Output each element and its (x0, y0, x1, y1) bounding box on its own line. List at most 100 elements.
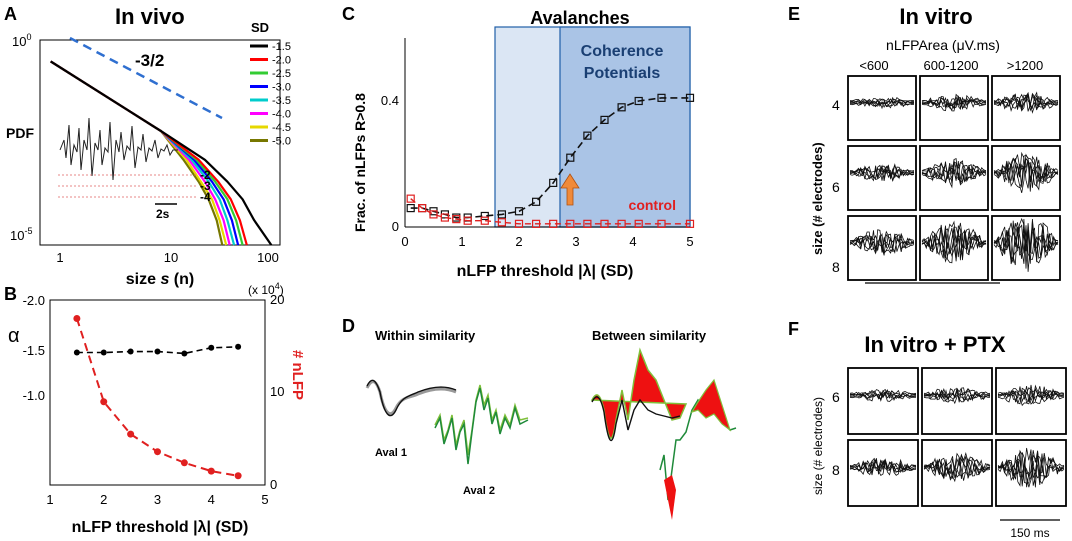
panel-b-alpha-point (100, 349, 107, 356)
panel-a-frame (39, 39, 281, 246)
waveform-trace (921, 226, 987, 259)
waveform-trace (849, 100, 914, 108)
panel-c-avalanche-point (406, 204, 415, 213)
panel-c-avalanche-point (657, 93, 666, 102)
panel-b-right-tick-10: 10 (270, 384, 284, 399)
panel-c-avalanche-point (514, 207, 524, 216)
panel-a-xtick-10: 10 (164, 250, 178, 265)
waveform-trace (921, 229, 987, 264)
panel-b-nlfp-point (180, 459, 188, 467)
panel-c-avalanche-point (549, 178, 558, 187)
panel-c-avalanche-point (685, 93, 695, 102)
panel-c-xtick-5: 5 (686, 234, 693, 249)
panel-b-frame (49, 299, 266, 486)
panel-b-nlfp-point (73, 315, 81, 322)
waveform-trace (849, 230, 915, 253)
waveform-trace (921, 158, 987, 181)
panel-a-letter: A (4, 4, 17, 24)
panel-c-control-point (429, 210, 438, 219)
panel-f-row-6: 6 (832, 389, 840, 405)
waveform-trace (849, 389, 917, 400)
panel-e-row-8: 8 (832, 259, 840, 275)
panel-b-left-tick-1: -2.0 (23, 293, 45, 308)
panel-b-xlabel: nLFP threshold |λ| (SD) (72, 519, 249, 536)
waveform-cell (921, 439, 993, 507)
waveform-trace (997, 390, 1065, 407)
waveform-trace (849, 165, 915, 183)
panel-f-row-8: 8 (832, 462, 840, 478)
panel-a-series-line (50, 60, 273, 246)
panel-b-alpha-point (154, 348, 161, 355)
panel-c-control-point (514, 219, 524, 228)
panel-a-ylabel: PDF (6, 125, 34, 141)
waveform-cell (847, 145, 917, 211)
between-difference-fill-1 (590, 347, 688, 439)
panel-b-left-tick-2: -1.5 (23, 343, 45, 358)
waveform-trace (993, 220, 1059, 260)
waveform-trace (997, 447, 1065, 486)
panel-c-control-point (440, 213, 449, 222)
waveform-trace (849, 459, 917, 473)
waveform-trace (849, 459, 917, 476)
panel-c-avalanche-point (634, 96, 643, 106)
panel-f-grid (847, 367, 1067, 507)
panel-c: C Avalanches Coherence Potentials 0.4 0 … (342, 4, 695, 280)
panel-f-letter: F (788, 319, 799, 339)
between-difference-fill-3 (664, 475, 676, 520)
waveform-trace (921, 229, 987, 263)
panel-a-ytick-bottom: 10-5 (10, 226, 32, 243)
panel-e-letter: E (788, 4, 800, 24)
panel-a-legend: SD -1.5 -2.0-2.5 -3.0-3.5 -4.0-4.5 -5.0 (250, 20, 291, 148)
panel-c-threshold-arrow (560, 173, 580, 206)
panel-e-area-label: nLFPArea (μV.ms) (886, 37, 1000, 53)
panel-a-series-line (50, 60, 231, 246)
inset-threshold-label-1: -2 (200, 168, 211, 182)
panel-c-xlabel: nLFP threshold |λ| (SD) (457, 263, 634, 280)
panel-a-xtick-100: 100 (257, 250, 279, 265)
waveform-trace (993, 158, 1059, 187)
panel-c-avalanche-point (566, 153, 575, 162)
panel-b-alpha-point (127, 348, 134, 355)
waveform-trace (849, 100, 915, 110)
panel-c-xtick-4: 4 (629, 234, 636, 249)
panel-e-col-1: <600 (859, 58, 888, 73)
panel-c-control-point (480, 216, 489, 225)
panel-a-slope-label: -3/2 (135, 51, 164, 70)
legend-label: -4.0 (272, 109, 291, 121)
inset-threshold-label-3: -4 (200, 190, 211, 204)
panel-b-left-tick-3: -1.0 (23, 388, 45, 403)
panel-d-letter: D (342, 316, 355, 336)
waveform-trace (921, 97, 987, 111)
waveform-trace (993, 218, 1059, 269)
panel-e: E In vitro nLFPArea (μV.ms) <600 600-120… (788, 4, 1061, 284)
waveform-trace (923, 458, 991, 478)
panel-a-series-line (50, 60, 236, 246)
panel-b-alpha-point (181, 350, 188, 357)
panel-d-between-title: Between similarity (592, 328, 707, 343)
panel-c-control-point (406, 194, 415, 203)
panel-c-control-point (583, 219, 592, 228)
waveform-trace (993, 155, 1059, 194)
panel-b-alpha-point (208, 344, 215, 351)
panel-a-plot: -3/2 -2 -3 -4 2s 100 10-5 PDF 1 10 100 (6, 32, 281, 288)
panel-c-xtick-3: 3 (572, 234, 579, 249)
legend-label: -2.5 (272, 68, 291, 80)
waveform-trace (849, 165, 914, 182)
panel-c-avalanche-point (497, 210, 506, 219)
arrow-up-icon (560, 173, 580, 206)
panel-a-xlabel: size s (n) (126, 271, 194, 288)
panel-c-avalanche-point (480, 211, 489, 221)
panel-f-ylabel: size (# electrodes) (811, 397, 825, 495)
waveform-trace (993, 94, 1059, 114)
waveform-trace (993, 153, 1059, 188)
panel-d-within-title: Within similarity (375, 328, 476, 343)
panel-c-control-point (617, 219, 626, 228)
panel-d: D Within similarity Between similarity A… (342, 316, 737, 520)
panel-c-letter: C (342, 4, 355, 24)
panel-b-xtick-3: 3 (154, 492, 161, 507)
panel-e-title: In vitro (899, 4, 972, 29)
waveform-trace (923, 388, 991, 403)
waveform-trace (921, 97, 987, 112)
panel-b-alpha-symbol: α (8, 325, 20, 347)
